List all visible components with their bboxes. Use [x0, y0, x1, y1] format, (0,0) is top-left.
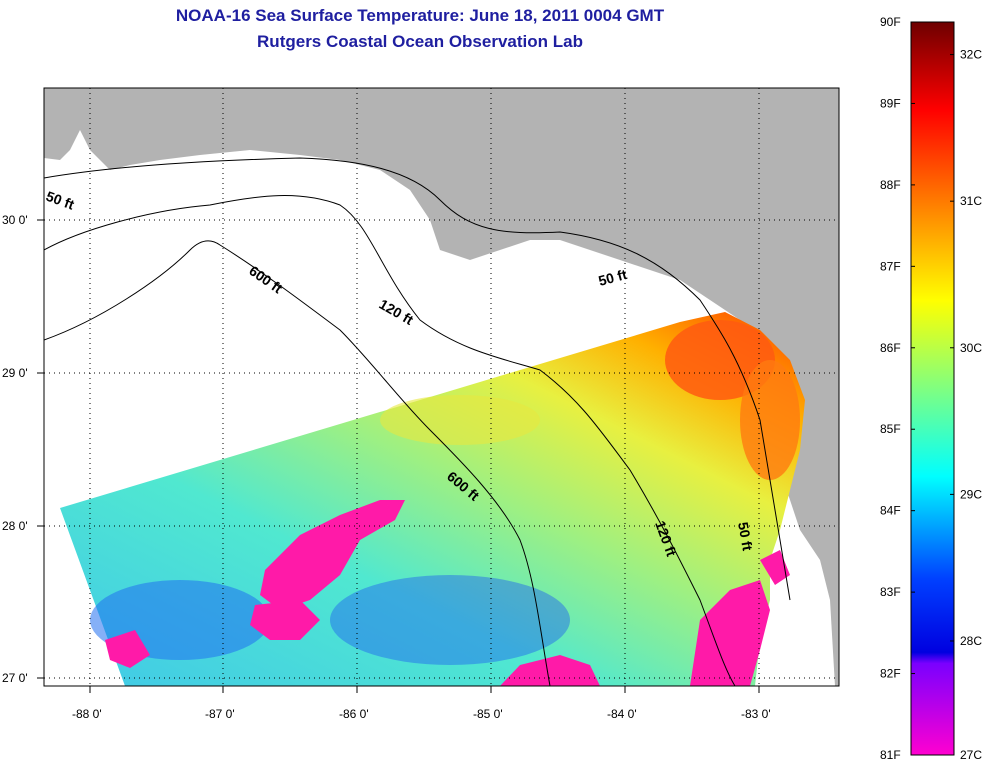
lon-tick-label: -88 0' — [72, 707, 102, 721]
colorbar-c-label: 30C — [960, 341, 982, 355]
cold-patch — [105, 630, 150, 668]
map-subtitle: Rutgers Coastal Ocean Observation Lab — [257, 32, 583, 51]
contour-label-50ft: 50 ft — [597, 266, 629, 289]
colorbar-f-label: 90F — [880, 15, 901, 29]
contour-120ft — [44, 195, 736, 686]
colorbar-celsius-labels: 32C 31C 30C 29C 28C 27C — [960, 48, 982, 762]
colorbar-f-label: 87F — [880, 259, 901, 273]
warm-patch — [665, 320, 775, 400]
colorbar-f-label: 86F — [880, 341, 901, 355]
lat-tick-label: 30 0' — [2, 213, 28, 227]
cold-patch — [760, 550, 790, 585]
lat-tick-label: 27 0' — [2, 671, 28, 685]
map-title: NOAA-16 Sea Surface Temperature: June 18… — [175, 6, 665, 25]
lon-tick-label: -86 0' — [339, 707, 369, 721]
cold-patch — [250, 600, 320, 640]
colorbar-f-label: 83F — [880, 585, 901, 599]
land-area — [44, 88, 839, 686]
colorbar-c-label: 31C — [960, 194, 982, 208]
colorbar-ticks — [911, 21, 954, 756]
lon-tick-label: -84 0' — [607, 707, 637, 721]
warm-patch — [740, 360, 800, 480]
colorbar-fahrenheit-labels: 90F 89F 88F 87F 86F 85F 84F 83F 82F 81F — [880, 15, 901, 762]
colorbar-f-label: 88F — [880, 178, 901, 192]
lon-tick-label: -85 0' — [473, 707, 503, 721]
colorbar-c-label: 32C — [960, 48, 982, 62]
cold-patch — [260, 500, 405, 610]
contour-50ft-west — [44, 157, 791, 601]
contour-label-50ft: 50 ft — [735, 521, 756, 552]
colorbar-f-label: 82F — [880, 667, 901, 681]
colorbar — [910, 21, 955, 756]
colorbar-c-label: 29C — [960, 487, 982, 501]
colorbar-f-label: 85F — [880, 422, 901, 436]
colorbar-f-label: 84F — [880, 504, 901, 518]
lon-tick-label: -87 0' — [205, 707, 235, 721]
colorbar-f-label: 89F — [880, 96, 901, 110]
lat-tick-label: 28 0' — [2, 519, 28, 533]
colorbar-c-label: 27C — [960, 748, 982, 762]
warm-patch — [380, 395, 540, 445]
cool-patch — [330, 575, 570, 665]
contour-600ft — [44, 240, 551, 686]
map-border — [43, 87, 840, 687]
colorbar-c-label: 28C — [960, 634, 982, 648]
frame-ticks — [37, 219, 760, 693]
colorbar-f-label: 81F — [880, 748, 901, 762]
sst-swath — [60, 312, 805, 686]
lat-tick-label: 29 0' — [2, 366, 28, 380]
lon-tick-label: -83 0' — [741, 707, 771, 721]
cold-patch — [690, 580, 770, 686]
